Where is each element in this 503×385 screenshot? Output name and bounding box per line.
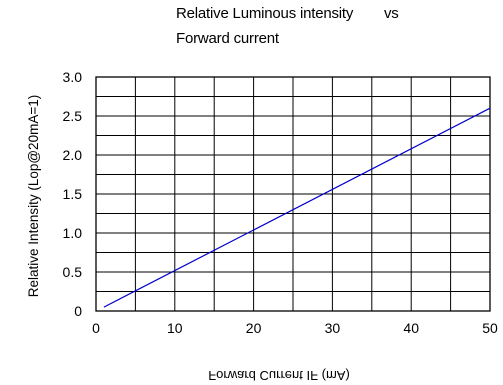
chart-series [103,107,491,308]
series-line [103,107,491,308]
y-tick-label: 1.5 [63,186,83,202]
y-tick-label: 3.0 [63,69,83,85]
x-tick-label: 40 [403,320,419,336]
y-tick-label: 0.5 [63,264,83,280]
x-tick-label: 20 [246,320,262,336]
y-tick-label: 2.5 [63,108,83,124]
y-tick-labels: 0 0.5 1.0 1.5 2.0 2.5 3.0 [63,69,83,319]
plot-frame [95,76,491,312]
y-tick-label: 1.0 [63,225,83,241]
chart-title-vs: vs [384,5,399,22]
x-tick-label: 50 [482,320,498,336]
x-tick-label: 10 [167,320,183,336]
x-tick-label: 30 [325,320,341,336]
x-tick-label: 0 [92,320,100,336]
chart-title-line2: Forward current [176,30,279,47]
chart-grid [95,76,491,312]
x-axis-label: Forward Current IF (mA) [208,368,350,383]
y-axis-label: Relative Intensity (Lop@20mA=1) [26,95,41,297]
chart-title-line1: Relative Luminous intensity [176,5,354,22]
y-tick-label: 2.0 [63,147,83,163]
y-tick-label: 0 [74,303,82,319]
x-tick-labels: 0 10 20 30 40 50 [92,320,498,336]
